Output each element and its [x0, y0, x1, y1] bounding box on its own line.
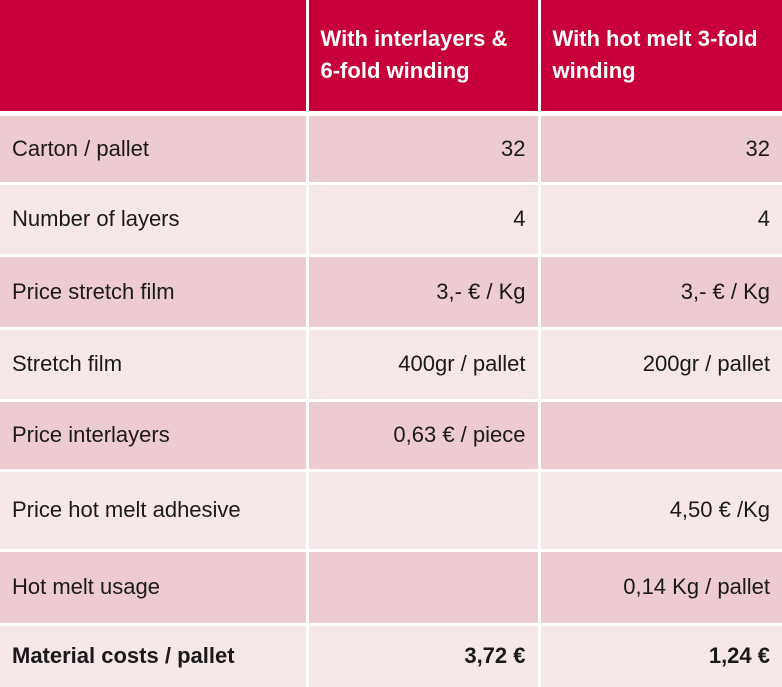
row-label: Price interlayers: [0, 400, 309, 472]
header-interlayers: With interlayers & 6-fold winding: [307, 0, 541, 116]
interlayers-value: [307, 550, 541, 626]
total-row: Material costs / pallet 3,72 € 1,24 €: [0, 624, 782, 687]
table-row: Number of layers 4 4: [0, 183, 782, 257]
hot-melt-value: 200gr / pallet: [539, 328, 782, 402]
table-row: Hot melt usage 0,14 Kg / pallet: [0, 550, 782, 626]
row-label: Stretch film: [0, 328, 309, 402]
header-hot-melt: With hot melt 3-fold winding: [539, 0, 782, 116]
row-label: Hot melt usage: [0, 550, 309, 626]
total-label: Material costs / pallet: [0, 624, 309, 687]
hot-melt-value: [539, 400, 782, 472]
interlayers-value: 400gr / pallet: [307, 328, 541, 402]
row-label: Price hot melt adhesive: [0, 470, 309, 552]
hot-melt-value: 4: [539, 183, 782, 257]
interlayers-value: 32: [307, 113, 541, 185]
table-row: Price stretch film 3,- € / Kg 3,- € / Kg: [0, 255, 782, 330]
interlayers-value: 0,63 € / piece: [307, 400, 541, 472]
hot-melt-value: 0,14 Kg / pallet: [539, 550, 782, 626]
table-row: Carton / pallet 32 32: [0, 113, 782, 185]
hot-melt-total: 1,24 €: [539, 624, 782, 687]
table-row: Stretch film 400gr / pallet 200gr / pall…: [0, 328, 782, 402]
interlayers-total: 3,72 €: [307, 624, 541, 687]
hot-melt-value: 3,- € / Kg: [539, 255, 782, 330]
header-label-cell: [0, 0, 309, 116]
interlayers-value: [307, 470, 541, 552]
row-label: Number of layers: [0, 183, 309, 257]
interlayers-value: 3,- € / Kg: [307, 255, 541, 330]
row-label: Price stretch film: [0, 255, 309, 330]
hot-melt-value: 32: [539, 113, 782, 185]
interlayers-value: 4: [307, 183, 541, 257]
header-row: With interlayers & 6-fold winding With h…: [0, 0, 782, 116]
table-row: Price interlayers 0,63 € / piece: [0, 400, 782, 472]
row-label: Carton / pallet: [0, 113, 309, 185]
hot-melt-value: 4,50 € /Kg: [539, 470, 782, 552]
table-row: Price hot melt adhesive 4,50 € /Kg: [0, 470, 782, 552]
